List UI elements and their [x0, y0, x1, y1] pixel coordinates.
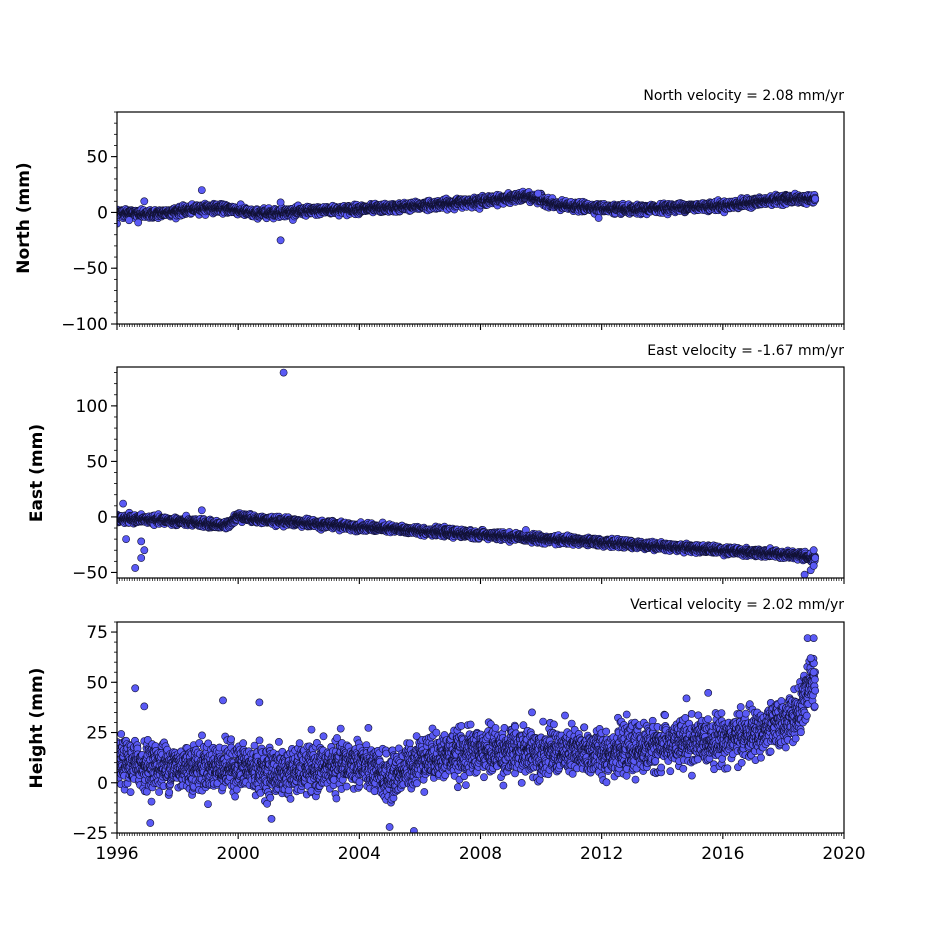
east-velocity-title: East velocity = -1.67 mm/yr	[647, 343, 844, 359]
north-data-point	[811, 194, 820, 203]
north-data-point	[197, 186, 206, 194]
north-y-axis-label: North (mm)	[14, 162, 34, 273]
north-data-point	[140, 197, 149, 206]
north-y-tick-label: −50	[72, 259, 108, 279]
north-data-point	[276, 236, 285, 245]
north-data-point	[134, 218, 143, 227]
north-panel: North velocity = 2.08 mm/yr North (mm) −…	[14, 88, 845, 335]
north-y-tick-label: 50	[86, 148, 108, 168]
north-data-point	[125, 216, 134, 225]
north-y-tick-label: 0	[97, 203, 108, 223]
east-y-axis-label: East (mm)	[27, 424, 47, 522]
north-data-point	[534, 189, 542, 198]
north-scatter-series	[117, 186, 820, 245]
north-velocity-title: North velocity = 2.08 mm/yr	[643, 88, 844, 104]
north-y-tick-label: −100	[61, 315, 108, 335]
north-data-point	[594, 214, 603, 222]
north-data-point	[276, 198, 285, 207]
